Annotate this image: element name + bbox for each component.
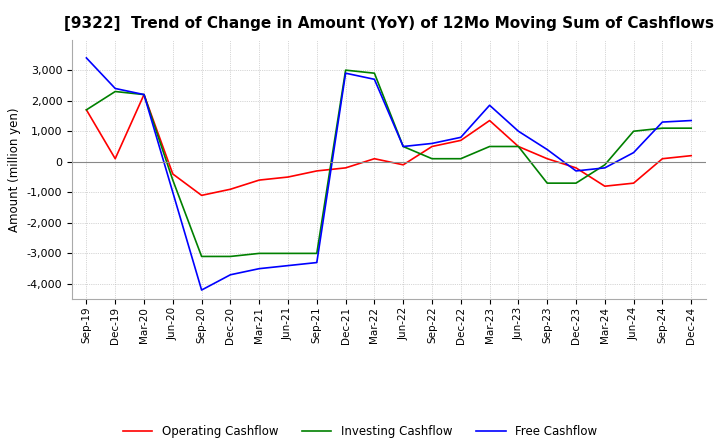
Investing Cashflow [629, 128, 638, 134]
Free Cashflow [399, 144, 408, 149]
Investing Cashflow [572, 180, 580, 186]
Free Cashflow [456, 135, 465, 140]
Free Cashflow [140, 92, 148, 97]
Operating Cashflow [687, 153, 696, 158]
Operating Cashflow [658, 156, 667, 161]
Free Cashflow [284, 263, 292, 268]
Operating Cashflow [543, 156, 552, 161]
Operating Cashflow [284, 174, 292, 180]
Operating Cashflow [370, 156, 379, 161]
Operating Cashflow [629, 180, 638, 186]
Free Cashflow [687, 118, 696, 123]
Free Cashflow [111, 86, 120, 91]
Investing Cashflow [600, 162, 609, 168]
Y-axis label: Amount (million yen): Amount (million yen) [8, 107, 21, 231]
Free Cashflow [312, 260, 321, 265]
Investing Cashflow [428, 156, 436, 161]
Operating Cashflow [428, 144, 436, 149]
Operating Cashflow [255, 177, 264, 183]
Free Cashflow [226, 272, 235, 277]
Investing Cashflow [111, 89, 120, 94]
Investing Cashflow [82, 107, 91, 113]
Free Cashflow [658, 119, 667, 125]
Operating Cashflow [226, 187, 235, 192]
Investing Cashflow [197, 254, 206, 259]
Investing Cashflow [687, 125, 696, 131]
Operating Cashflow [111, 156, 120, 161]
Operating Cashflow [600, 183, 609, 189]
Free Cashflow [485, 103, 494, 108]
Free Cashflow [168, 190, 177, 195]
Free Cashflow [197, 287, 206, 293]
Operating Cashflow [485, 118, 494, 123]
Investing Cashflow [370, 70, 379, 76]
Free Cashflow [370, 77, 379, 82]
Operating Cashflow [341, 165, 350, 171]
Free Cashflow [341, 70, 350, 76]
Investing Cashflow [543, 180, 552, 186]
Investing Cashflow [284, 251, 292, 256]
Operating Cashflow [168, 171, 177, 176]
Line: Investing Cashflow: Investing Cashflow [86, 70, 691, 257]
Free Cashflow [428, 141, 436, 146]
Investing Cashflow [255, 251, 264, 256]
Free Cashflow [514, 128, 523, 134]
Operating Cashflow [140, 92, 148, 97]
Operating Cashflow [572, 165, 580, 171]
Operating Cashflow [82, 107, 91, 113]
Operating Cashflow [399, 162, 408, 168]
Free Cashflow [543, 147, 552, 152]
Free Cashflow [629, 150, 638, 155]
Free Cashflow [600, 165, 609, 171]
Investing Cashflow [456, 156, 465, 161]
Legend: Operating Cashflow, Investing Cashflow, Free Cashflow: Operating Cashflow, Investing Cashflow, … [118, 421, 602, 440]
Investing Cashflow [168, 177, 177, 183]
Free Cashflow [82, 55, 91, 61]
Investing Cashflow [341, 67, 350, 73]
Free Cashflow [255, 266, 264, 271]
Operating Cashflow [312, 168, 321, 173]
Operating Cashflow [197, 193, 206, 198]
Investing Cashflow [399, 144, 408, 149]
Investing Cashflow [226, 254, 235, 259]
Operating Cashflow [514, 144, 523, 149]
Investing Cashflow [485, 144, 494, 149]
Line: Free Cashflow: Free Cashflow [86, 58, 691, 290]
Operating Cashflow [456, 138, 465, 143]
Investing Cashflow [658, 125, 667, 131]
Investing Cashflow [514, 144, 523, 149]
Free Cashflow [572, 168, 580, 173]
Title: [9322]  Trend of Change in Amount (YoY) of 12Mo Moving Sum of Cashflows: [9322] Trend of Change in Amount (YoY) o… [64, 16, 714, 32]
Line: Operating Cashflow: Operating Cashflow [86, 95, 691, 195]
Investing Cashflow [312, 251, 321, 256]
Investing Cashflow [140, 92, 148, 97]
